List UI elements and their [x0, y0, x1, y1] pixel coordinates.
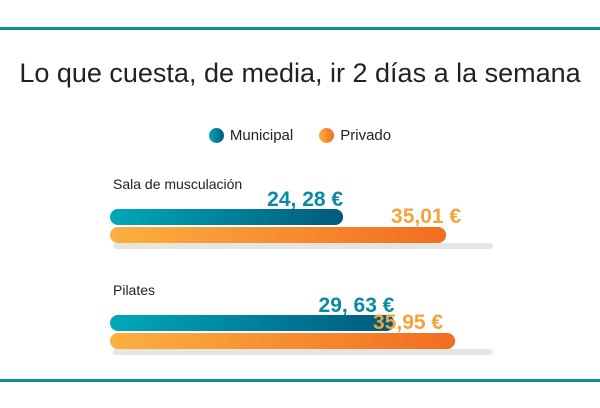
category-label: Sala de musculación	[113, 176, 242, 192]
legend-privado: Privado	[319, 127, 391, 144]
bar-privado	[110, 333, 456, 349]
legend-swatch-privado	[319, 128, 335, 143]
chart-title: Lo que cuesta, de media, ir 2 días a la …	[19, 58, 581, 88]
bar-municipal	[110, 209, 344, 225]
value-label-privado: 35,95 €	[373, 311, 443, 334]
value-label-municipal: 24, 28 €	[267, 188, 343, 211]
bottom-rule	[0, 379, 600, 382]
legend-swatch-municipal	[208, 128, 224, 143]
legend-municipal: Municipal	[208, 127, 294, 144]
legend: Municipal Privado	[0, 127, 600, 144]
value-label-privado: 35,01 €	[391, 205, 461, 228]
legend-label-privado: Privado	[340, 127, 392, 144]
category-label: Pilates	[113, 282, 155, 298]
bar-municipal	[110, 315, 395, 331]
bar-privado	[110, 227, 447, 243]
bar-track	[113, 243, 493, 249]
top-rule	[0, 27, 600, 30]
bar-track	[113, 349, 493, 355]
legend-label-municipal: Municipal	[229, 127, 294, 144]
value-label-municipal: 29, 63 €	[319, 294, 395, 317]
